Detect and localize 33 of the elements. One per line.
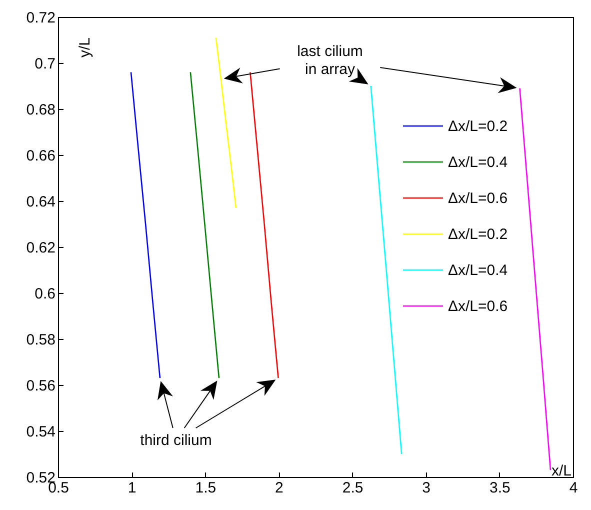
x-axis-title: x/L xyxy=(551,462,572,480)
x-tick-label: 2 xyxy=(275,480,284,496)
x-tick-label: 1.5 xyxy=(195,480,216,496)
x-tick-label: 2.5 xyxy=(342,480,364,496)
y-tick-label: 0.68 xyxy=(26,102,56,118)
annotation: last cilium in array xyxy=(297,43,363,78)
x-tick-label: 3 xyxy=(422,480,431,496)
y-tick-label: 0.56 xyxy=(26,378,56,394)
legend-label: Δx/L=0.4 xyxy=(448,262,508,279)
x-tick-label: 3.5 xyxy=(490,480,510,496)
legend-label: Δx/L=0.6 xyxy=(448,190,508,207)
y-axis-title: y/L xyxy=(76,37,94,58)
y-tick-label: 0.66 xyxy=(26,148,56,164)
legend-label: Δx/L=0.4 xyxy=(448,154,508,171)
line-series xyxy=(519,88,552,471)
y-tick-label: 0.6 xyxy=(34,286,56,302)
legend-label: Δx/L=0.2 xyxy=(448,226,508,243)
legend-label: Δx/L=0.6 xyxy=(448,298,508,315)
y-tick-label: 0.72 xyxy=(26,10,56,26)
legend-label: Δx/L=0.2 xyxy=(448,118,508,135)
x-tick-label: 1 xyxy=(128,480,136,496)
line-series xyxy=(215,37,237,209)
x-tick-label: 4 xyxy=(569,480,578,496)
y-tick-label: 0.58 xyxy=(26,332,56,348)
line-series xyxy=(370,85,402,455)
line-series xyxy=(130,72,161,379)
line-series xyxy=(190,72,220,379)
annotation: third cilium xyxy=(140,432,212,449)
y-tick-label: 0.64 xyxy=(26,194,56,210)
line-series xyxy=(250,72,279,379)
y-tick-label: 0.54 xyxy=(26,424,56,440)
y-tick-label: 0.7 xyxy=(34,56,56,72)
y-tick-label: 0.62 xyxy=(26,240,56,256)
